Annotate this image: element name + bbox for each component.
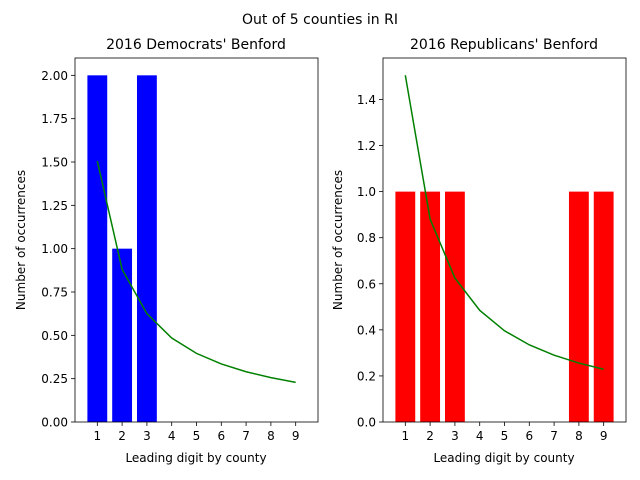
y-axis-label: Number of occurrences bbox=[331, 170, 345, 310]
y-tick-label: 0.6 bbox=[357, 277, 376, 291]
chart-title: 2016 Democrats' Benford bbox=[106, 37, 286, 53]
y-tick-label: 0.00 bbox=[41, 416, 68, 430]
x-tick-label: 3 bbox=[451, 429, 459, 443]
x-tick-label: 6 bbox=[525, 429, 533, 443]
y-tick-label: 0.25 bbox=[41, 372, 68, 386]
y-tick-label: 1.4 bbox=[357, 93, 376, 107]
x-tick-label: 6 bbox=[217, 429, 225, 443]
x-tick-label: 1 bbox=[93, 429, 101, 443]
bar bbox=[420, 191, 441, 422]
y-tick-label: 0.50 bbox=[41, 329, 68, 343]
y-tick-label: 0.2 bbox=[357, 369, 376, 383]
y-tick-label: 0.0 bbox=[357, 416, 376, 430]
figure-suptitle: Out of 5 counties in RI bbox=[242, 12, 398, 28]
x-tick-label: 1 bbox=[401, 429, 409, 443]
bar bbox=[568, 191, 589, 422]
y-tick-label: 1.75 bbox=[41, 112, 68, 126]
y-tick-label: 0.75 bbox=[41, 286, 68, 300]
x-tick-label: 5 bbox=[193, 429, 201, 443]
x-tick-label: 9 bbox=[600, 429, 608, 443]
bar bbox=[112, 248, 133, 422]
bar bbox=[593, 191, 614, 422]
x-tick-label: 4 bbox=[168, 429, 176, 443]
y-tick-label: 1.0 bbox=[357, 185, 376, 199]
y-tick-label: 1.50 bbox=[41, 156, 68, 170]
x-tick-label: 9 bbox=[292, 429, 300, 443]
y-tick-label: 1.00 bbox=[41, 242, 68, 256]
y-tick-label: 1.2 bbox=[357, 139, 376, 153]
y-tick-label: 0.4 bbox=[357, 323, 376, 337]
bar bbox=[87, 75, 108, 422]
chart-republicans: 2016 Republicans' Benford Leading digit … bbox=[331, 37, 627, 465]
x-tick-label: 4 bbox=[476, 429, 484, 443]
x-axis-label: Leading digit by county bbox=[125, 451, 266, 465]
y-tick-label: 1.25 bbox=[41, 199, 68, 213]
x-tick-label: 7 bbox=[242, 429, 250, 443]
bar bbox=[395, 191, 416, 422]
benford-line bbox=[96, 160, 296, 384]
x-tick-label: 8 bbox=[575, 429, 583, 443]
x-tick-label: 3 bbox=[143, 429, 151, 443]
bar bbox=[136, 75, 157, 422]
y-axis-label: Number of occurrences bbox=[14, 170, 28, 310]
y-tick-label: 2.00 bbox=[41, 69, 68, 83]
bar bbox=[444, 191, 465, 422]
y-tick-label: 0.8 bbox=[357, 231, 376, 245]
chart-title: 2016 Republicans' Benford bbox=[410, 37, 598, 53]
x-tick-label: 2 bbox=[426, 429, 434, 443]
x-tick-label: 2 bbox=[118, 429, 126, 443]
x-tick-label: 8 bbox=[267, 429, 275, 443]
chart-democrats: 2016 Democrats' Benford Leading digit by… bbox=[14, 37, 319, 465]
benford-line bbox=[404, 75, 604, 371]
x-axis-label: Leading digit by county bbox=[433, 451, 574, 465]
x-tick-label: 5 bbox=[501, 429, 509, 443]
x-tick-label: 7 bbox=[550, 429, 558, 443]
